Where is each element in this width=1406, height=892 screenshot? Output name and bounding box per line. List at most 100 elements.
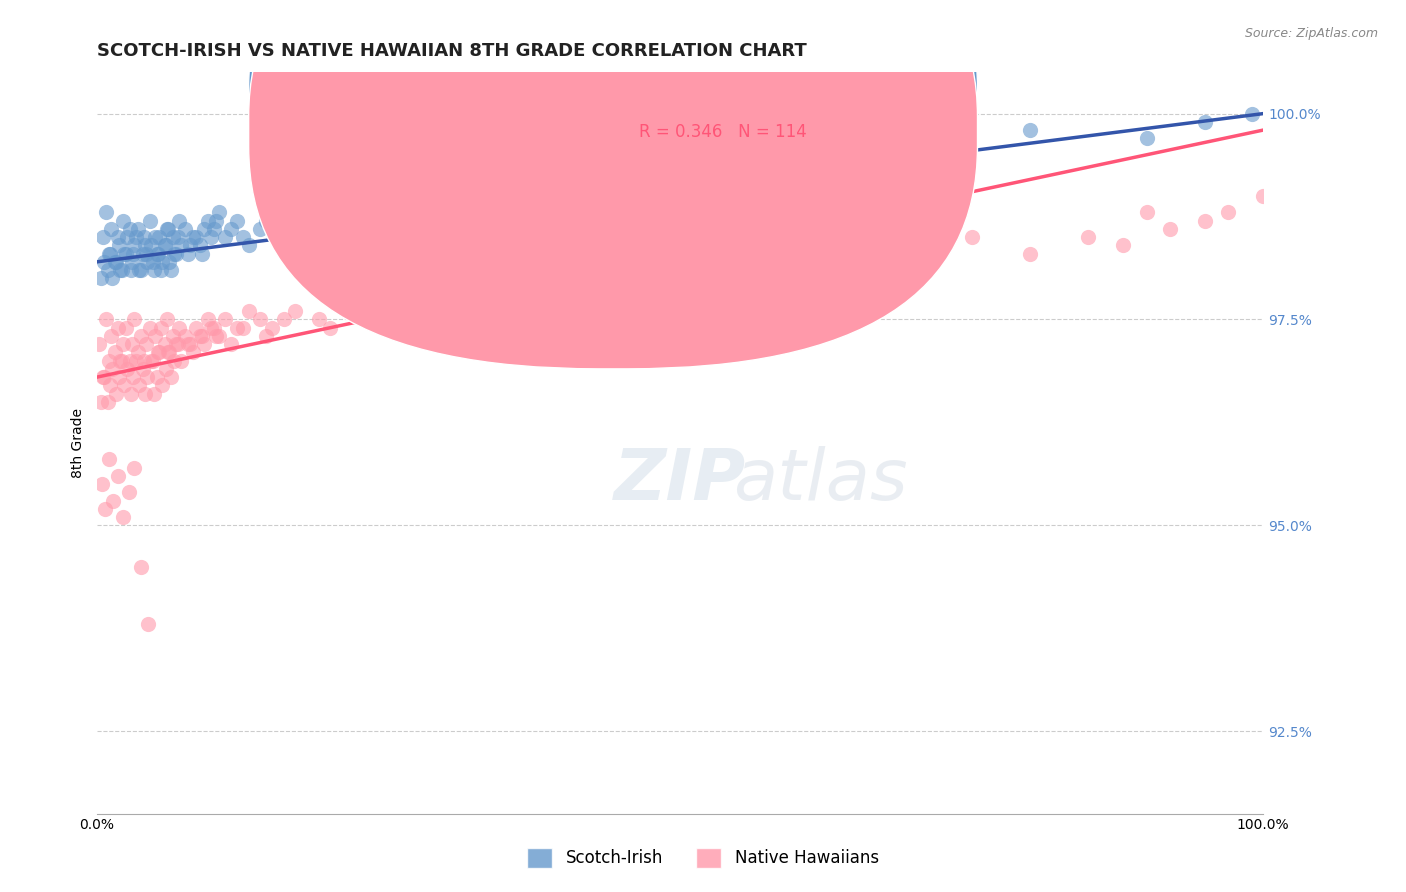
Point bbox=[111, 213, 134, 227]
Point bbox=[124, 353, 146, 368]
FancyBboxPatch shape bbox=[575, 65, 925, 161]
Point bbox=[219, 337, 242, 351]
Point bbox=[669, 263, 692, 277]
Point bbox=[529, 279, 551, 293]
Point bbox=[254, 213, 277, 227]
Point bbox=[124, 238, 146, 252]
Point bbox=[188, 329, 211, 343]
Point bbox=[727, 279, 749, 293]
Point bbox=[107, 469, 129, 483]
Point bbox=[136, 255, 159, 269]
Point bbox=[412, 312, 434, 326]
Point bbox=[197, 213, 219, 227]
Point bbox=[110, 263, 132, 277]
Point bbox=[142, 255, 165, 269]
Point bbox=[167, 320, 190, 334]
Point bbox=[903, 255, 925, 269]
Point bbox=[186, 230, 208, 244]
Point bbox=[90, 271, 112, 285]
Point bbox=[135, 246, 157, 260]
Point bbox=[226, 320, 249, 334]
Point bbox=[165, 246, 187, 260]
Point bbox=[205, 213, 228, 227]
Point bbox=[97, 353, 120, 368]
Point bbox=[214, 312, 236, 326]
Point bbox=[193, 337, 215, 351]
Point bbox=[134, 386, 156, 401]
Point bbox=[179, 238, 201, 252]
Point bbox=[132, 353, 155, 368]
Point bbox=[155, 362, 177, 376]
Point bbox=[138, 320, 160, 334]
Point bbox=[90, 477, 112, 491]
Point bbox=[308, 205, 330, 219]
Point bbox=[575, 287, 598, 301]
Point bbox=[97, 246, 120, 260]
Point bbox=[112, 246, 135, 260]
Point bbox=[122, 370, 145, 384]
Point bbox=[193, 222, 215, 236]
Point bbox=[162, 230, 184, 244]
Point bbox=[136, 370, 159, 384]
Point bbox=[179, 337, 201, 351]
Point bbox=[103, 493, 125, 508]
Y-axis label: 8th Grade: 8th Grade bbox=[72, 408, 86, 478]
Point bbox=[150, 378, 173, 392]
Point bbox=[165, 337, 187, 351]
Point bbox=[319, 205, 342, 219]
Point bbox=[191, 246, 214, 260]
Point bbox=[156, 222, 179, 236]
Point bbox=[111, 337, 134, 351]
Point bbox=[181, 345, 204, 359]
Point bbox=[138, 617, 160, 632]
Point bbox=[108, 370, 131, 384]
Point bbox=[132, 230, 155, 244]
Point bbox=[167, 213, 190, 227]
Point bbox=[808, 271, 831, 285]
Point bbox=[157, 345, 180, 359]
Point bbox=[145, 246, 167, 260]
Text: R = 0.346   N = 114: R = 0.346 N = 114 bbox=[640, 123, 807, 141]
Point bbox=[202, 222, 225, 236]
Point bbox=[186, 320, 208, 334]
Point bbox=[436, 180, 458, 194]
Point bbox=[131, 362, 153, 376]
Point bbox=[1019, 246, 1042, 260]
Point bbox=[100, 222, 122, 236]
Point bbox=[142, 353, 165, 368]
Point bbox=[124, 312, 146, 326]
Point bbox=[214, 230, 236, 244]
Point bbox=[1077, 230, 1099, 244]
Point bbox=[284, 213, 307, 227]
Point bbox=[342, 213, 364, 227]
Point bbox=[273, 312, 295, 326]
Point bbox=[645, 296, 668, 310]
Point bbox=[157, 345, 180, 359]
Point bbox=[108, 238, 131, 252]
Point bbox=[148, 345, 170, 359]
Point bbox=[200, 320, 222, 334]
FancyBboxPatch shape bbox=[249, 0, 977, 339]
Text: atlas: atlas bbox=[733, 445, 907, 515]
Point bbox=[101, 271, 124, 285]
Point bbox=[1240, 106, 1263, 120]
Point bbox=[188, 238, 211, 252]
Point bbox=[208, 205, 231, 219]
Point bbox=[143, 329, 166, 343]
Point bbox=[506, 304, 529, 318]
Point bbox=[249, 312, 271, 326]
Point bbox=[131, 329, 153, 343]
Point bbox=[669, 148, 692, 162]
Point bbox=[121, 255, 143, 269]
Point bbox=[786, 148, 808, 162]
Text: Source: ZipAtlas.com: Source: ZipAtlas.com bbox=[1244, 27, 1378, 40]
Point bbox=[610, 156, 633, 170]
Point bbox=[1218, 205, 1240, 219]
Point bbox=[226, 213, 249, 227]
Point bbox=[93, 255, 115, 269]
Point bbox=[127, 345, 149, 359]
Point bbox=[143, 230, 166, 244]
Point bbox=[127, 222, 149, 236]
Point bbox=[181, 230, 204, 244]
Point bbox=[112, 378, 135, 392]
